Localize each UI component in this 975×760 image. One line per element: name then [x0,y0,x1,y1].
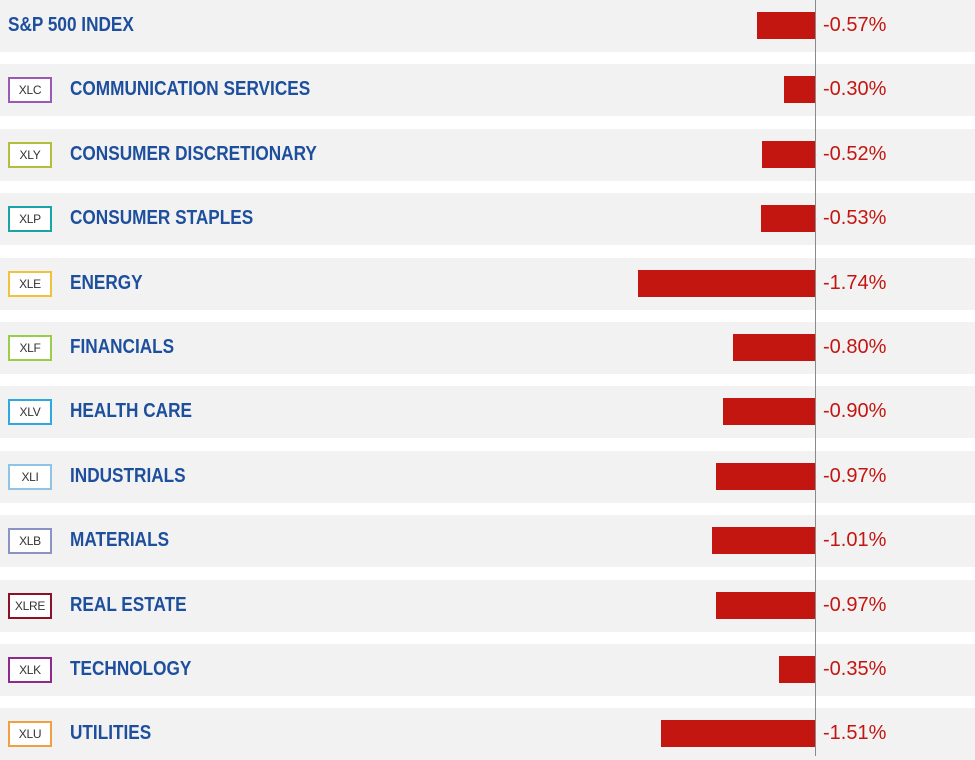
sector-label: UTILITIES [70,722,152,744]
value-label: -0.52% [823,143,887,165]
sector-row: XLK TECHNOLOGY -0.35% [0,644,975,696]
value-label: -1.74% [823,272,887,294]
bar [779,656,815,683]
sector-row: XLU UTILITIES -1.51% [0,708,975,760]
value-label: -0.80% [823,336,887,358]
ticker-badge: XLY [8,142,52,168]
bar [733,334,815,361]
value-label: -1.01% [823,529,887,551]
bar [660,720,815,747]
value-label: -1.51% [823,722,887,744]
index-row: S&P 500 INDEX -0.57% [0,0,975,52]
sector-row: XLRE REAL ESTATE -0.97% [0,580,975,632]
sector-label: CONSUMER STAPLES [70,207,254,229]
sector-label: ENERGY [70,272,143,294]
sector-label: MATERIALS [70,529,170,551]
sector-row: XLF FINANCIALS -0.80% [0,322,975,374]
ticker-badge: XLF [8,335,52,361]
ticker-badge: XLC [8,77,52,103]
sector-row: XLB MATERIALS -1.01% [0,515,975,567]
value-label: -0.97% [823,594,887,616]
ticker-badge: XLK [8,657,52,683]
ticker-badge: XLRE [8,593,52,619]
value-label: -0.57% [823,14,887,36]
ticker-badge: XLI [8,464,52,490]
bar [716,463,815,490]
sector-row: XLI INDUSTRIALS -0.97% [0,451,975,503]
sector-row: XLE ENERGY -1.74% [0,258,975,310]
sector-row: XLV HEALTH CARE -0.90% [0,386,975,438]
bar [723,398,815,425]
value-label: -0.35% [823,658,887,680]
ticker-badge: XLB [8,528,52,554]
index-label: S&P 500 INDEX [8,14,134,36]
sector-label: FINANCIALS [70,336,175,358]
ticker-badge: XLE [8,271,52,297]
bar [756,12,815,39]
value-label: -0.30% [823,78,887,100]
bar [784,76,815,103]
value-label: -0.90% [823,400,887,422]
sector-label: HEALTH CARE [70,400,192,422]
value-label: -0.53% [823,207,887,229]
sector-label: CONSUMER DISCRETIONARY [70,143,317,165]
sector-label: TECHNOLOGY [70,658,192,680]
ticker-badge: XLP [8,206,52,232]
sector-row: XLP CONSUMER STAPLES -0.53% [0,193,975,245]
zero-baseline [815,0,816,756]
bar [637,270,815,297]
sector-label: REAL ESTATE [70,594,187,616]
sector-label: COMMUNICATION SERVICES [70,78,311,100]
sector-label: INDUSTRIALS [70,465,186,487]
ticker-badge: XLU [8,721,52,747]
sector-row: XLY CONSUMER DISCRETIONARY -0.52% [0,129,975,181]
bar [711,527,815,554]
bar [716,592,815,619]
sector-row: XLC COMMUNICATION SERVICES -0.30% [0,64,975,116]
bar [761,141,815,168]
ticker-badge: XLV [8,399,52,425]
bar [760,205,815,232]
value-label: -0.97% [823,465,887,487]
